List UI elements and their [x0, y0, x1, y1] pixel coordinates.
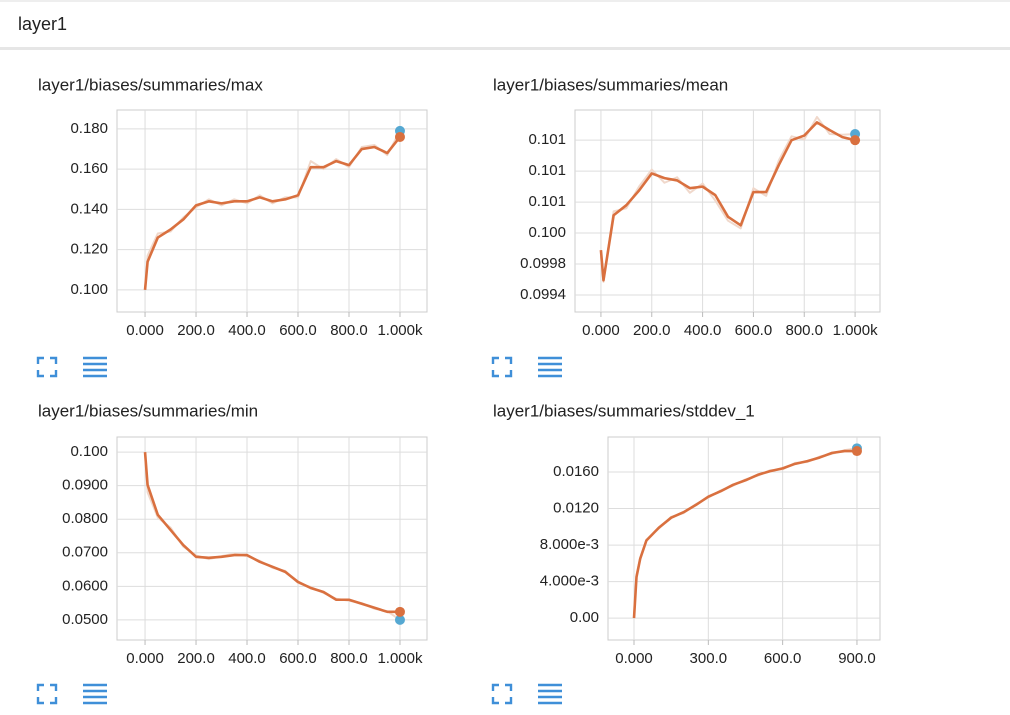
- y-tick-label: 0.160: [70, 160, 108, 177]
- y-tick-label: 0.180: [70, 120, 108, 137]
- chart-title: layer1/biases/summaries/stddev_1: [493, 401, 755, 420]
- x-tick-label: 200.0: [177, 322, 215, 339]
- chart-title: layer1/biases/summaries/min: [38, 401, 258, 420]
- x-tick-label: 0.000: [126, 322, 164, 339]
- y-tick-label: 4.000e-3: [540, 573, 599, 590]
- chart: layer1/biases/summaries/max 0.100 0.120 0.1…: [38, 75, 428, 339]
- chart: layer1/biases/summaries/min 0.0500 0.0600 0…: [38, 401, 428, 667]
- x-tick-label: 600.0: [764, 650, 802, 667]
- end-marker: [851, 446, 862, 457]
- end-marker: [394, 606, 405, 617]
- expand-button[interactable]: [491, 356, 513, 378]
- expand-icon[interactable]: [491, 356, 513, 378]
- chart-title: layer1/biases/summaries/mean: [493, 75, 728, 94]
- x-tick-label: 0.000: [582, 322, 620, 339]
- chart: layer1/biases/summaries/stddev_1 0.00 4.00…: [493, 401, 881, 667]
- series-line: [143, 136, 401, 290]
- y-tick-label: 0.0900: [62, 477, 108, 494]
- end-marker: [394, 131, 405, 142]
- data-icon[interactable]: [538, 356, 562, 378]
- y-tick-label: 0.0800: [62, 510, 108, 527]
- data-icon[interactable]: [83, 356, 107, 378]
- y-tick-label: 0.0998: [520, 255, 566, 272]
- y-tick-label: 0.100: [528, 224, 566, 241]
- x-tick-label: 600.0: [735, 322, 773, 339]
- expand-button[interactable]: [36, 356, 58, 378]
- y-tick-label: 0.120: [70, 241, 108, 258]
- expand-icon[interactable]: [36, 356, 58, 378]
- end-marker: [850, 135, 861, 146]
- y-tick-label: 0.100: [70, 443, 108, 460]
- y-tick-label: 0.0600: [62, 577, 108, 594]
- y-tick-label: 0.140: [70, 200, 108, 217]
- y-tick-label: 0.101: [528, 193, 566, 210]
- expand-button[interactable]: [491, 683, 513, 705]
- expand-icon[interactable]: [36, 683, 58, 705]
- plot-area: [116, 436, 428, 641]
- x-tick-label: 0.000: [615, 650, 653, 667]
- expand-button[interactable]: [36, 683, 58, 705]
- header-bar: [0, 0, 1010, 48]
- x-tick-label: 900.0: [838, 650, 876, 667]
- data-button[interactable]: [83, 683, 107, 705]
- series-line: [143, 451, 400, 614]
- x-tick-label: 400.0: [228, 650, 266, 667]
- data-icon[interactable]: [83, 683, 107, 705]
- x-tick-label: 1.000k: [377, 650, 423, 667]
- plot-area: [116, 109, 428, 313]
- x-tick-label: 800.0: [330, 322, 368, 339]
- header-shadow: [0, 47, 1010, 50]
- chart-toolbar: [36, 356, 562, 705]
- data-button[interactable]: [83, 356, 107, 378]
- x-tick-label: 400.0: [684, 322, 722, 339]
- x-tick-label: 800.0: [330, 650, 368, 667]
- header-title: layer1: [18, 14, 67, 34]
- x-tick-label: 200.0: [177, 650, 215, 667]
- data-button[interactable]: [538, 356, 562, 378]
- chart: layer1/biases/summaries/mean 0.0994 0.0998…: [493, 75, 881, 339]
- x-tick-label: 600.0: [279, 322, 317, 339]
- y-tick-label: 0.00: [570, 609, 599, 626]
- x-tick-label: 1.000k: [833, 322, 879, 339]
- plot-area: [574, 109, 881, 313]
- y-tick-label: 0.0120: [553, 500, 599, 517]
- y-tick-label: 0.0700: [62, 544, 108, 561]
- y-tick-label: 0.0994: [520, 286, 566, 303]
- y-tick-label: 0.0500: [62, 611, 108, 628]
- plot-area: [607, 436, 881, 641]
- expand-icon[interactable]: [491, 683, 513, 705]
- x-tick-label: 300.0: [690, 650, 728, 667]
- x-tick-label: 200.0: [633, 322, 671, 339]
- series-line: [632, 449, 857, 619]
- end-marker: [394, 614, 405, 625]
- chart-title: layer1/biases/summaries/max: [38, 75, 263, 94]
- data-icon[interactable]: [538, 683, 562, 705]
- x-tick-label: 400.0: [228, 322, 266, 339]
- y-tick-label: 0.100: [70, 281, 108, 298]
- x-tick-label: 0.000: [126, 650, 164, 667]
- series-line: [599, 121, 856, 282]
- data-button[interactable]: [538, 683, 562, 705]
- x-tick-label: 1.000k: [377, 322, 423, 339]
- x-tick-label: 600.0: [279, 650, 317, 667]
- y-tick-label: 8.000e-3: [540, 536, 599, 553]
- y-tick-label: 0.101: [528, 131, 566, 148]
- x-tick-label: 800.0: [785, 322, 823, 339]
- y-tick-label: 0.0160: [553, 463, 599, 480]
- y-tick-label: 0.101: [528, 162, 566, 179]
